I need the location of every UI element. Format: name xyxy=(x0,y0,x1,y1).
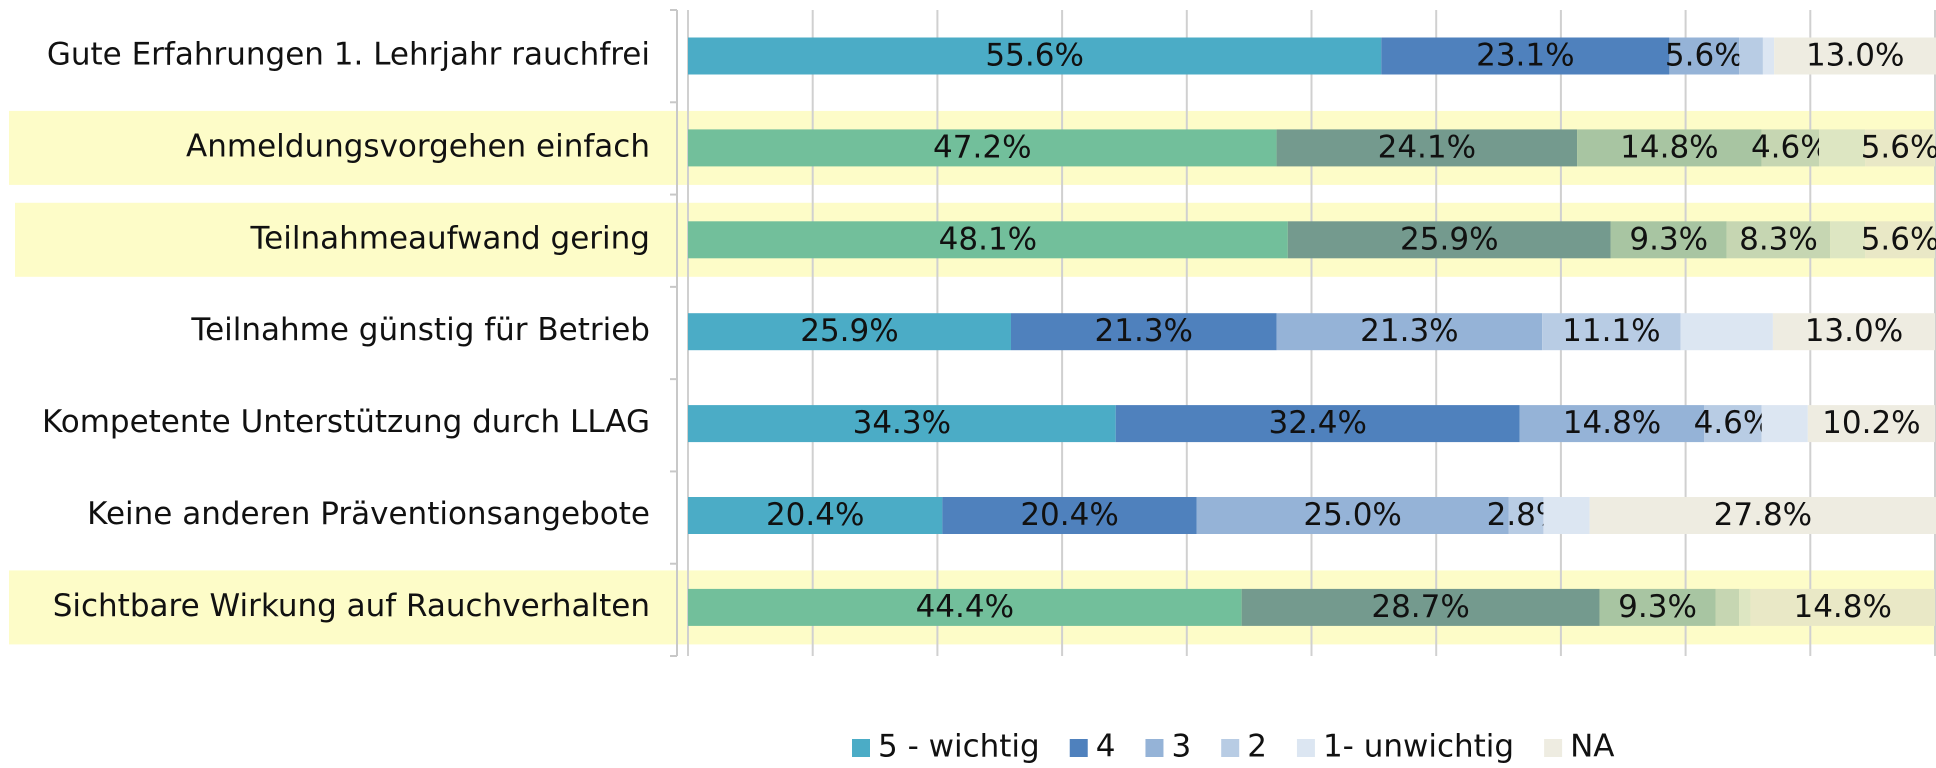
bar-segment xyxy=(1761,129,1820,167)
bar-segment xyxy=(688,588,1242,626)
value-label: 10.2% xyxy=(1822,405,1920,441)
value-label: 20.4% xyxy=(766,497,864,533)
value-label: 21.3% xyxy=(1360,313,1458,349)
bar-segment xyxy=(1680,313,1773,351)
bar-segment xyxy=(1241,588,1600,626)
category-label: Anmeldungsvorgehen einfach xyxy=(186,128,650,164)
value-label: 34.3% xyxy=(853,405,951,441)
bar-segment xyxy=(1589,497,1936,534)
bar-segment xyxy=(1739,588,1751,626)
value-label: 13.0% xyxy=(1805,313,1903,349)
legend-label: 4 xyxy=(1096,729,1116,765)
value-label: 21.3% xyxy=(1095,313,1193,349)
value-label: 25.9% xyxy=(1400,221,1498,257)
legend-label: NA xyxy=(1570,729,1614,765)
bar-segment xyxy=(688,405,1116,443)
bar-segment xyxy=(1761,405,1808,443)
bar-segment xyxy=(1287,221,1611,259)
bar-segment xyxy=(1830,221,1866,259)
bar-segment xyxy=(1599,588,1716,626)
legend-label: 1- unwichtig xyxy=(1323,729,1514,765)
bar-segment xyxy=(1807,405,1935,443)
bar-segment xyxy=(1577,129,1762,167)
value-label: 23.1% xyxy=(1476,38,1574,74)
value-label: 8.3% xyxy=(1739,221,1818,257)
bar-segment xyxy=(688,37,1382,75)
legend-label: 5 - wichtig xyxy=(878,729,1040,765)
value-label: 48.1% xyxy=(939,221,1037,257)
bar-segment xyxy=(1819,129,1866,167)
bar-segment xyxy=(1669,37,1740,75)
bar-segment xyxy=(688,313,1011,351)
legend-swatch xyxy=(1296,739,1315,757)
value-label: 5.6% xyxy=(1861,221,1936,257)
category-label: Teilnahme günstig für Betrieb xyxy=(190,312,650,348)
bar-segment xyxy=(1772,313,1935,351)
bar-segment xyxy=(1381,37,1670,75)
value-label: 4.6% xyxy=(1751,129,1830,165)
legend-swatch xyxy=(1069,739,1088,757)
value-label: 32.4% xyxy=(1268,405,1366,441)
bar-segment xyxy=(1704,405,1762,443)
bar-segment xyxy=(1865,221,1935,259)
legend-label: 2 xyxy=(1247,729,1267,765)
category-label: Gute Erfahrungen 1. Lehrjahr rauchfrei xyxy=(47,37,650,73)
bar-segment xyxy=(1715,588,1740,626)
bar-segment xyxy=(1739,37,1763,75)
value-label: 25.0% xyxy=(1303,497,1401,533)
bar-segment xyxy=(1774,37,1936,75)
value-label: 25.9% xyxy=(800,313,898,349)
bar-segment xyxy=(688,129,1277,167)
value-label: 24.1% xyxy=(1378,129,1476,165)
category-label: Kompetente Unterstützung durch LLAG xyxy=(42,404,650,440)
bar-segment xyxy=(1762,37,1775,75)
bar-segment xyxy=(1508,497,1544,534)
legend-label: 3 xyxy=(1171,729,1191,765)
bar-segment xyxy=(942,497,1197,534)
category-label: Sichtbare Wirkung auf Rauchverhalten xyxy=(53,588,650,624)
value-label: 5.6% xyxy=(1861,129,1936,165)
value-label: 47.2% xyxy=(933,129,1031,165)
category-label: Keine anderen Präventionsangebote xyxy=(87,496,650,532)
value-label: 9.3% xyxy=(1618,589,1697,625)
bar-segment xyxy=(688,221,1288,259)
value-label: 55.6% xyxy=(985,38,1083,74)
value-label: 14.8% xyxy=(1620,129,1718,165)
bar-segment xyxy=(1610,221,1727,259)
bar-segment xyxy=(1543,497,1590,534)
value-label: 13.0% xyxy=(1806,38,1904,74)
value-label: 5.6% xyxy=(1665,38,1744,74)
legend-swatch xyxy=(1544,739,1563,757)
value-label: 20.4% xyxy=(1020,497,1118,533)
value-label: 14.8% xyxy=(1793,589,1891,625)
legend-swatch xyxy=(1221,739,1240,757)
legend-swatch xyxy=(852,739,870,757)
legend-swatch xyxy=(1145,739,1164,757)
value-label: 14.8% xyxy=(1563,405,1661,441)
bar-segment xyxy=(1196,497,1509,534)
bar-segment xyxy=(1519,405,1705,443)
bar-segment xyxy=(1115,405,1520,443)
value-label: 11.1% xyxy=(1562,313,1660,349)
bar-segment xyxy=(1542,313,1681,351)
bar-segment xyxy=(1276,129,1578,167)
bar-segment xyxy=(1865,129,1935,167)
value-label: 28.7% xyxy=(1371,589,1469,625)
bar-segment xyxy=(1276,313,1543,351)
value-label: 27.8% xyxy=(1714,497,1812,533)
value-label: 9.3% xyxy=(1629,221,1708,257)
bar-segment xyxy=(688,497,943,534)
bar-segment xyxy=(1726,221,1831,259)
category-label: Teilnahmeaufwand gering xyxy=(249,220,650,256)
value-label: 4.6% xyxy=(1694,405,1773,441)
bar-segment xyxy=(1750,588,1935,626)
bar-segment xyxy=(1010,313,1277,351)
value-label: 44.4% xyxy=(916,589,1014,625)
